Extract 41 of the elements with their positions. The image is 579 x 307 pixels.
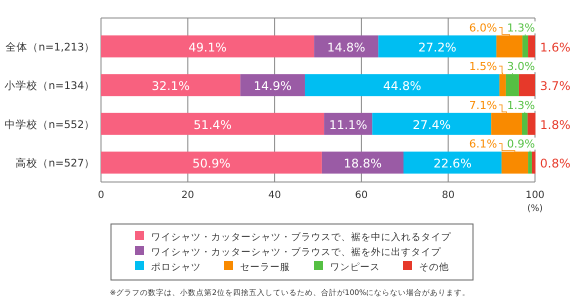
y-tick-label: 小学校（n=134） (4, 79, 95, 92)
data-label: 14.8% (327, 40, 366, 54)
x-tick-label: 100 (525, 190, 545, 201)
data-label: 0.9% (507, 138, 535, 151)
data-label: 3.0% (507, 60, 535, 74)
x-tick-label: 60 (355, 190, 368, 201)
data-label: 27.4% (412, 118, 451, 132)
data-label: 1.3% (507, 98, 535, 112)
x-tick-label: 80 (442, 190, 455, 201)
legend-label: ワイシャツ・カッターシャツ・ブラウスで、裾を中に入れるタイプ (151, 231, 452, 243)
data-label: 27.2% (418, 40, 456, 54)
data-label: 1.3% (507, 21, 535, 34)
data-label: 44.8% (383, 79, 422, 94)
data-label: 50.9% (192, 156, 231, 171)
legend-label: ポロシャツ (151, 262, 201, 273)
data-label: 32.1% (152, 79, 190, 94)
data-label: 0.8% (540, 156, 570, 171)
data-label: 51.4% (193, 118, 232, 132)
data-label: 1.5% (469, 60, 498, 74)
x-tick-label: 20 (181, 190, 194, 201)
data-label: 22.6% (433, 156, 472, 171)
legend-label: セーラー服 (240, 262, 290, 273)
data-label: 1.6% (540, 40, 570, 54)
data-label: 7.1% (469, 98, 498, 112)
data-label: 6.0% (469, 21, 498, 34)
y-tick-label: 中学校（n=552） (4, 118, 95, 131)
data-label: 3.7% (540, 79, 570, 94)
data-label: 1.8% (540, 118, 570, 132)
x-axis-title: (%) (527, 204, 543, 214)
y-tick-label: 高校（n=527） (16, 156, 95, 170)
data-label: 14.9% (254, 79, 292, 94)
data-label: 11.1% (329, 118, 368, 132)
data-label: 6.1% (469, 138, 498, 151)
legend-label: ワイシャツ・カッターシャツ・ブラウスで、裾を外に出すタイプ (151, 246, 442, 258)
legend-label: ワンピース (330, 262, 380, 273)
data-label: 18.8% (344, 156, 382, 171)
data-label: 49.1% (188, 40, 227, 54)
legend-label: その他 (419, 261, 449, 273)
y-tick-label: 全体（n=1,213） (5, 41, 95, 54)
x-tick-label: 0 (98, 190, 104, 201)
x-tick-label: 40 (268, 190, 281, 201)
